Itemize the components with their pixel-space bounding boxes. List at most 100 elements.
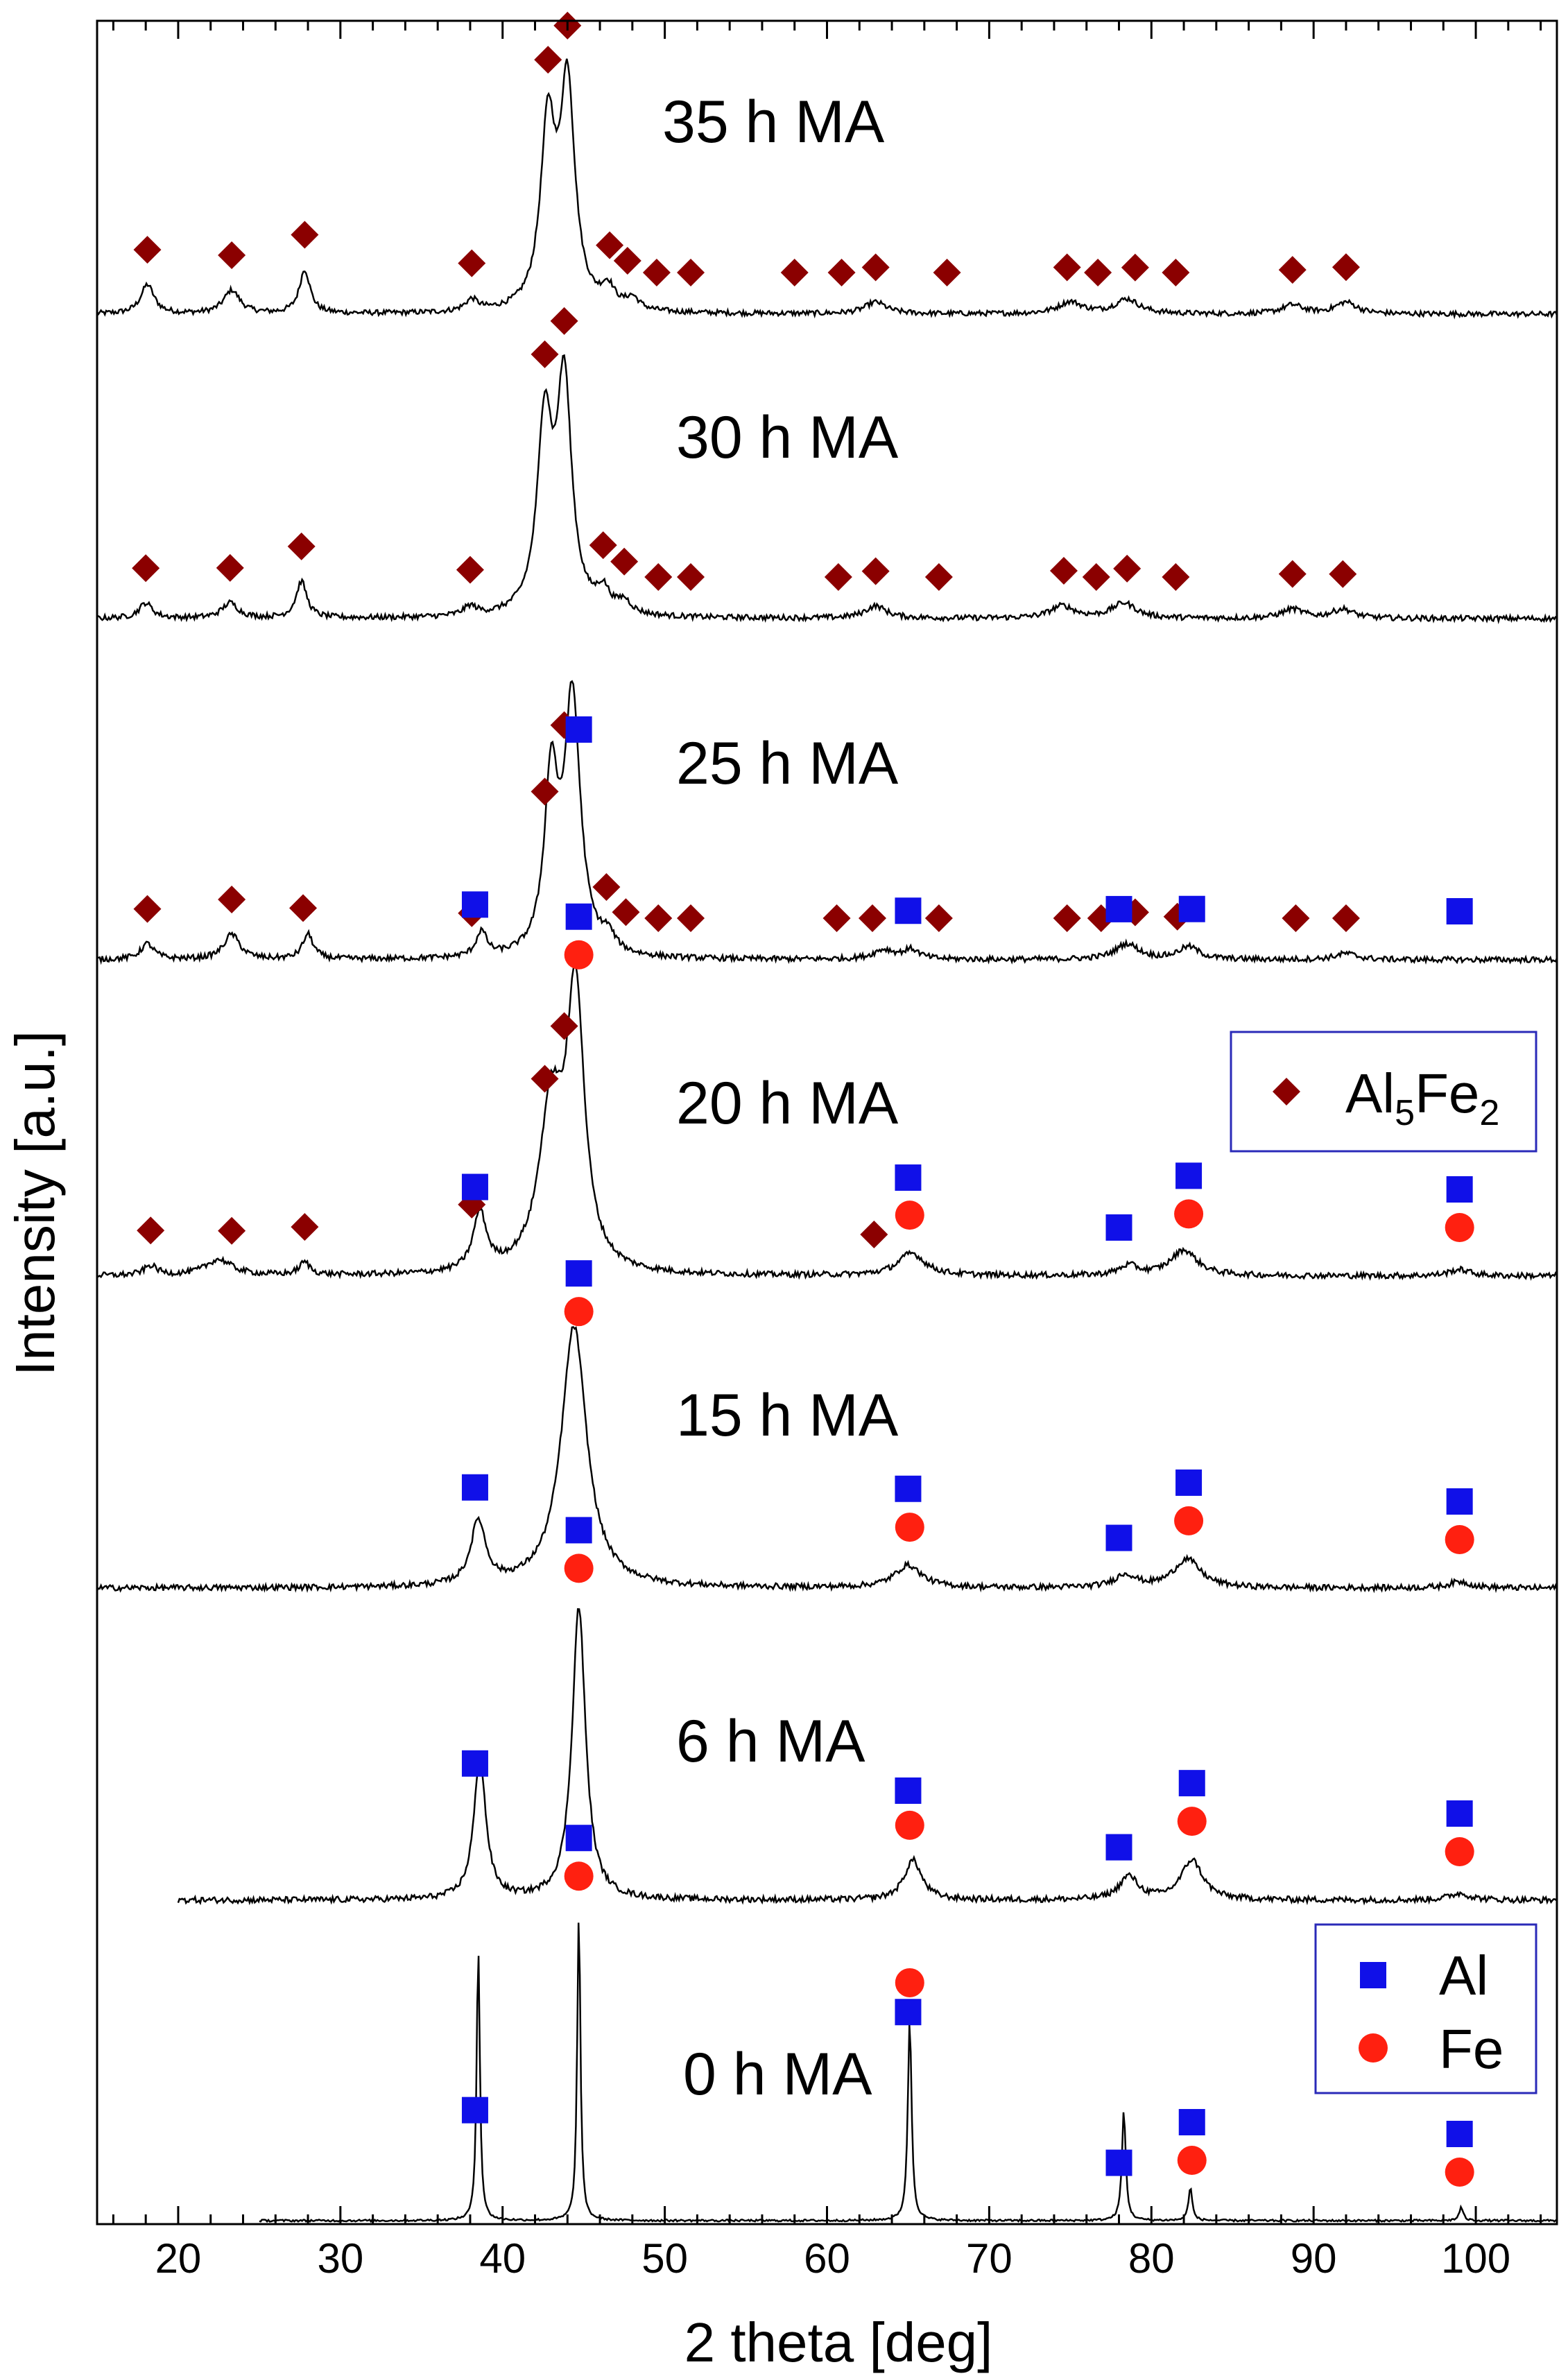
al5fe2-marker — [456, 556, 484, 584]
series-line — [96, 58, 1558, 320]
al5fe2-marker — [612, 898, 640, 927]
fe-marker — [1445, 1525, 1474, 1554]
x-tick-label: 20 — [155, 2235, 202, 2282]
fe-marker — [1177, 1807, 1207, 1836]
series-15-h-ma: 15 h MA — [96, 1260, 1558, 1594]
fe-marker — [564, 940, 594, 970]
al5fe2-marker — [592, 873, 621, 902]
legend-al5fe2: Al5Fe2 — [1230, 1031, 1537, 1153]
series-0-h-ma: 0 h MA — [259, 1825, 1558, 2223]
series-label: 35 h MA — [662, 89, 885, 155]
al-marker — [1446, 898, 1473, 924]
al5fe2-marker — [1053, 253, 1081, 282]
al5fe2-marker — [531, 777, 559, 806]
al5fe2-marker — [1162, 259, 1190, 286]
fe-marker — [1174, 1506, 1204, 1535]
al-marker — [1446, 1800, 1473, 1827]
al5fe2-marker — [218, 886, 246, 914]
al5fe2-marker — [534, 46, 562, 74]
al5fe2-marker — [218, 1216, 246, 1245]
al-marker — [1178, 1770, 1205, 1797]
x-tick-label: 100 — [1441, 2235, 1510, 2282]
al5fe2-marker — [860, 1221, 888, 1248]
al-marker — [895, 1475, 922, 1502]
al5fe2-marker — [644, 563, 673, 591]
al5fe2-marker — [550, 307, 578, 335]
legend-label-fe: Fe — [1439, 2018, 1504, 2080]
legend-box — [1314, 1923, 1537, 2094]
al5fe2-marker — [531, 340, 559, 368]
al5fe2-marker — [933, 259, 961, 286]
fe-marker — [564, 1297, 594, 1327]
al-marker — [1446, 1176, 1473, 1203]
al5fe2-marker — [458, 249, 486, 277]
al5fe2-marker — [1053, 904, 1081, 932]
al-marker — [1178, 895, 1205, 922]
series-6-h-ma: 6 h MA — [177, 1517, 1557, 1906]
legends: Al5Fe2 Al Fe — [1230, 1031, 1537, 2094]
x-tick-label: 70 — [966, 2235, 1013, 2282]
x-tick-label: 90 — [1291, 2235, 1337, 2282]
al-marker — [895, 1777, 922, 1804]
al-marker — [1105, 1834, 1132, 1861]
x-tick-label: 40 — [479, 2235, 526, 2282]
al5fe2-marker — [1082, 563, 1110, 591]
legend-label-al: Al — [1439, 1945, 1488, 2006]
fe-marker — [1445, 2158, 1474, 2187]
al5fe2-marker — [1121, 253, 1149, 282]
al5fe2-marker — [1278, 560, 1307, 588]
series-label: 0 h MA — [683, 2041, 872, 2108]
al5fe2-marker — [677, 563, 705, 591]
al-marker — [461, 1750, 488, 1777]
al-marker — [1175, 1469, 1203, 1496]
fe-marker — [564, 1553, 594, 1583]
al5fe2-marker — [610, 547, 639, 576]
al5fe2-marker — [133, 236, 162, 264]
al5fe2-marker — [861, 557, 890, 585]
series-25-h-ma: 25 h MA — [96, 680, 1558, 965]
al-marker — [461, 2097, 488, 2124]
y-axis-title: Intensity [a.u.] — [4, 1031, 66, 1376]
al5fe2-marker — [677, 259, 705, 286]
legend-label-al5fe2: Al5Fe2 — [1345, 1062, 1499, 1133]
al5fe2-marker — [550, 1012, 578, 1040]
al5fe2-marker — [613, 246, 641, 275]
al5fe2-marker — [132, 554, 160, 583]
al-marker — [1105, 2149, 1132, 2176]
series-35-h-ma: 35 h MA — [96, 11, 1558, 320]
series-20-h-ma: 20 h MA — [96, 903, 1558, 1281]
al-marker — [565, 903, 592, 930]
al5fe2-marker — [218, 241, 246, 270]
al5fe2-marker — [289, 894, 318, 922]
series-label: 20 h MA — [676, 1070, 899, 1137]
al-marker — [1105, 1214, 1132, 1241]
fe-marker — [1359, 2033, 1388, 2063]
al5fe2-marker — [861, 253, 890, 282]
series-line — [96, 680, 1558, 965]
al-marker — [461, 1474, 488, 1501]
axes: 20 30 40 50 60 70 80 90 100 — [96, 19, 1558, 2282]
series-label: 25 h MA — [676, 730, 899, 797]
series-label: 15 h MA — [676, 1382, 899, 1449]
legend-al-fe: Al Fe — [1314, 1923, 1537, 2094]
al5fe2-marker — [780, 259, 809, 286]
al5fe2-marker — [596, 231, 624, 259]
al-marker — [565, 1517, 592, 1544]
fe-marker — [1445, 1837, 1474, 1866]
al5fe2-marker — [824, 563, 852, 591]
al-marker — [461, 1173, 488, 1200]
al5fe2-marker — [589, 531, 617, 560]
fe-marker — [1174, 1199, 1204, 1229]
al-marker — [1105, 1524, 1132, 1551]
al5fe2-marker — [924, 563, 953, 591]
al5fe2-marker — [827, 259, 856, 286]
al-marker — [461, 891, 488, 918]
fe-marker — [1177, 2146, 1207, 2176]
fe-marker — [895, 1968, 924, 1997]
al5fe2-marker — [1162, 563, 1190, 591]
al5fe2-marker — [1113, 554, 1141, 583]
al5fe2-marker — [822, 904, 851, 932]
al-marker — [895, 1164, 922, 1191]
al-marker — [565, 1260, 592, 1287]
